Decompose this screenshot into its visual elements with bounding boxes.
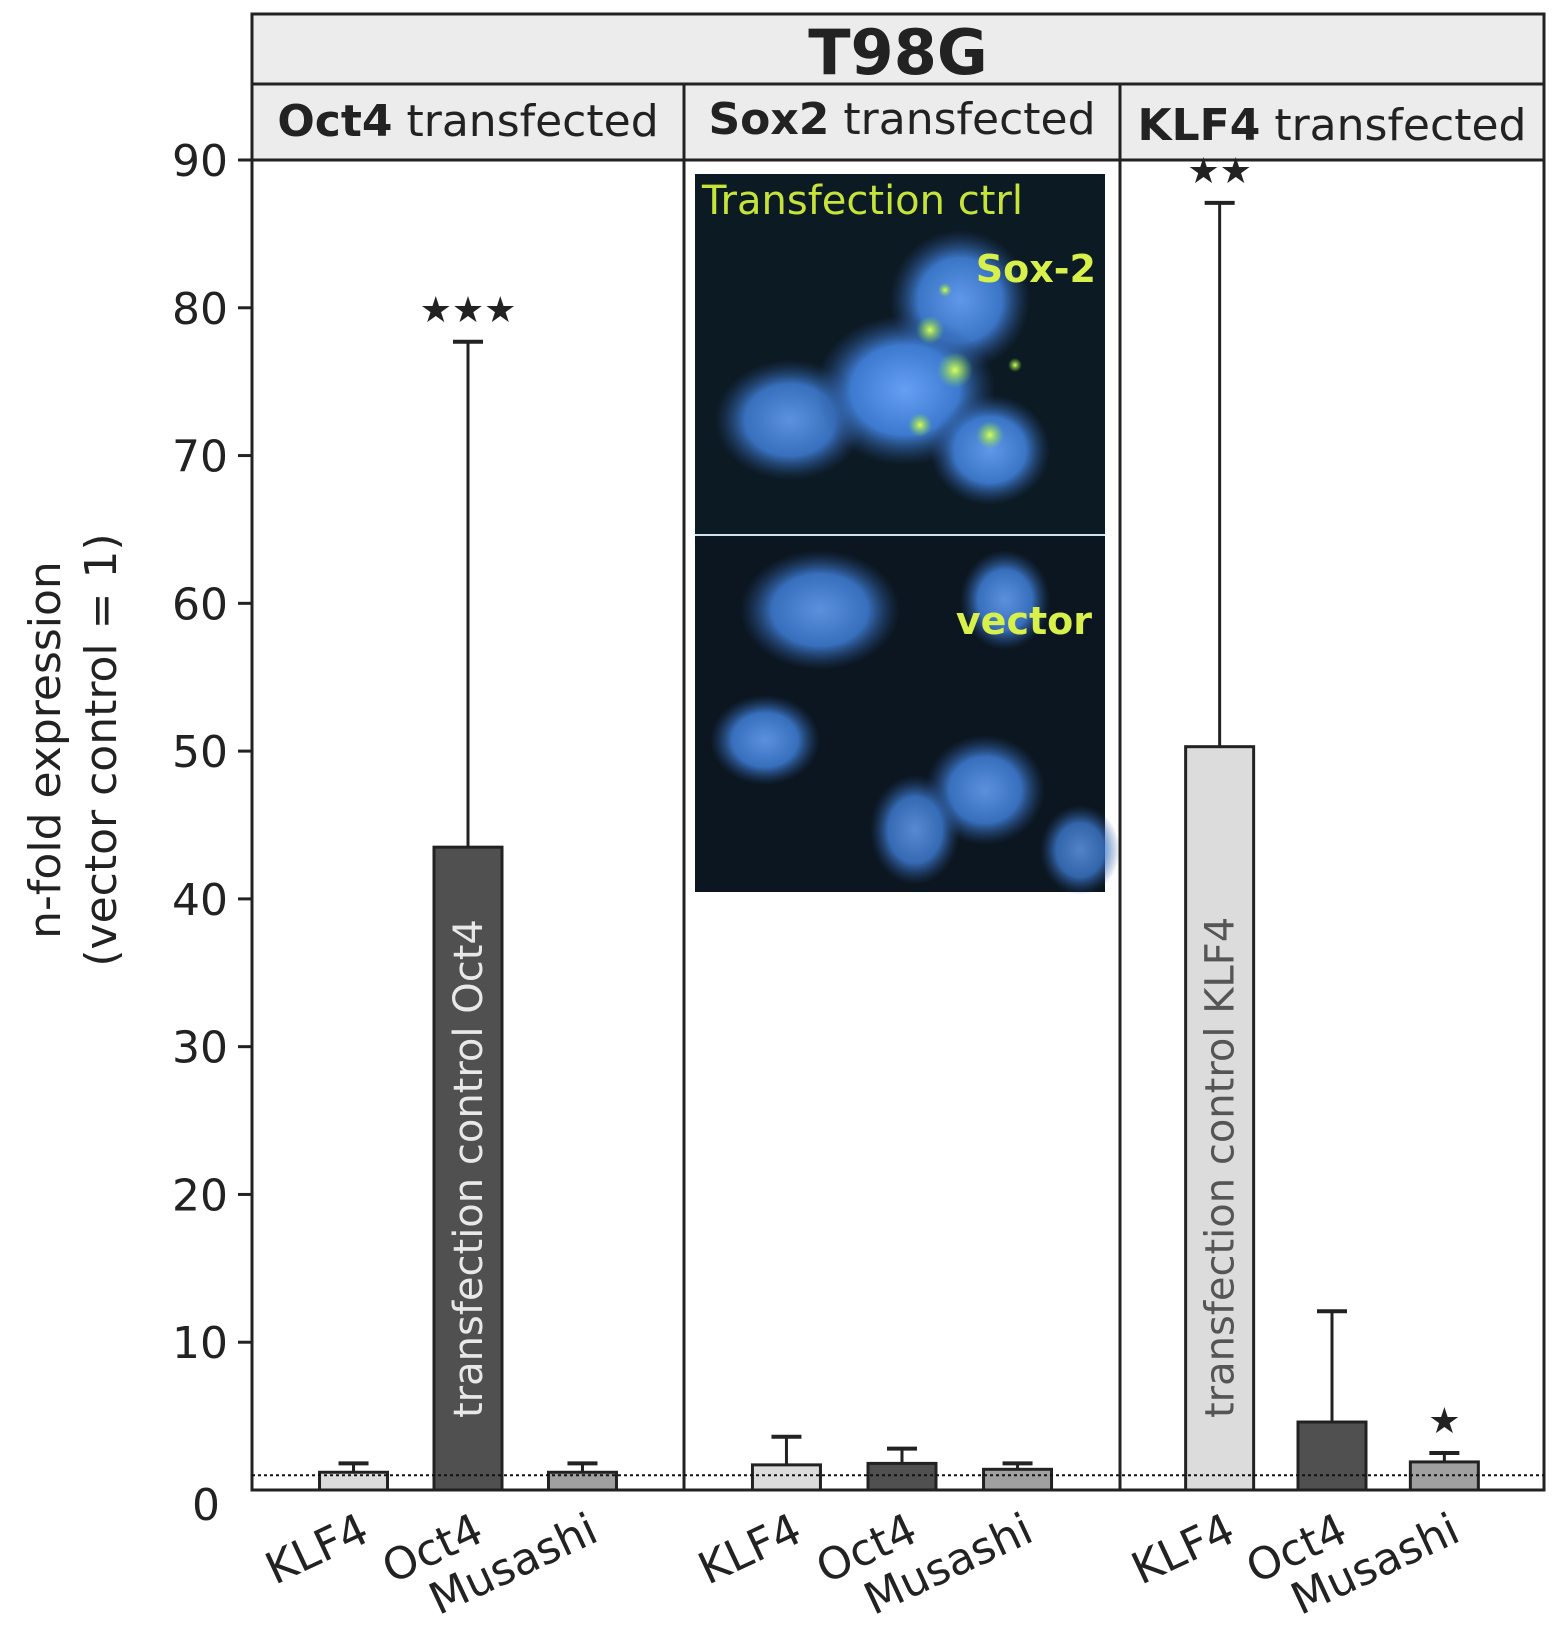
y-tick-label-0: 0 [192,1480,220,1531]
bar-p1-klf4 [318,1470,390,1492]
y-tick-label-3: 30 [172,1023,228,1074]
significance-stars-p3-1: ★★ [1187,151,1252,192]
y-tick-label-7: 70 [172,432,228,483]
panel-header-box-3 [1118,82,1546,162]
inset-bottom-label: vector [956,599,1092,643]
bar-p2-klf4 [750,1463,822,1492]
bar-p1-oct4 [432,845,504,1492]
significance-stars-p1-1: ★★★ [420,290,517,331]
x-tick-label-p2-klf4: KLF4 [691,1504,809,1595]
micrograph-inset: Transfection ctrl Sox-2 vector [695,174,1120,895]
y-axis-label-line1: n-fold expression [20,561,71,939]
inset-caption: Transfection ctrl [701,178,1023,224]
y-tick-label-2: 20 [172,1170,228,1221]
y-axis: 0 10 20 30 40 50 60 70 80 90 [172,136,252,1531]
panel-header-1-bold: Oct4 [277,96,392,147]
panel-header-2-bold: Sox2 [708,94,829,145]
y-tick-label-9: 90 [172,136,228,187]
cells-bottom [710,550,1120,895]
title-box [250,12,1546,86]
panel-header-3-bold: KLF4 [1138,100,1261,151]
panel-header-2-rest: transfected [829,94,1095,145]
bar-p1-musashi [546,1470,618,1492]
bar-annotation-p1: transfection control Oct4 [446,919,492,1418]
y-tick-label-5: 50 [172,727,228,778]
panel-header-box-1 [250,82,686,162]
panel-header-3: KLF4 transfected [1138,100,1527,151]
y-tick-label-8: 80 [172,284,228,335]
chart-title: T98G [808,16,987,89]
bar-p3-musashi [1408,1460,1480,1492]
cells-top [715,230,1050,505]
y-axis-label-line2: (vector control = 1) [76,533,127,966]
y-axis-label: n-fold expression (vector control = 1) [20,533,127,966]
panel-header-1: Oct4 transfected [277,96,658,147]
x-tick-label-p3-klf4: KLF4 [1124,1504,1242,1595]
bar-p2-oct4 [866,1461,938,1492]
y-tick-label-1: 10 [172,1318,228,1369]
x-tick-label-p1-klf4: KLF4 [258,1504,376,1595]
panel-header-1-rest: transfected [393,96,659,147]
significance-stars-p3-2: ★ [1428,1401,1460,1442]
y-tick-label-4: 40 [172,875,228,926]
bar-p2-musashi [982,1467,1054,1492]
inset-top-label: Sox-2 [976,247,1096,291]
bar-p3-klf4 [1184,745,1256,1492]
bar-p3-oct4 [1296,1420,1368,1492]
y-tick-label-6: 60 [172,579,228,630]
bar-annotation-p3: transfection control KLF4 [1198,917,1244,1418]
panel-header-2: Sox2 transfected [708,94,1095,145]
panel-header-3-rest: transfected [1260,100,1526,151]
